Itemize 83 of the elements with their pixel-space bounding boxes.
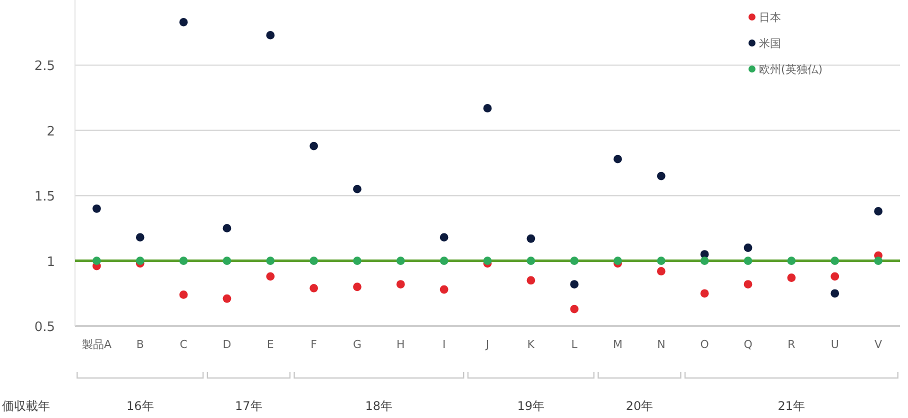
point xyxy=(92,256,101,265)
x-tick-label: C xyxy=(180,338,188,351)
point xyxy=(830,256,840,265)
point xyxy=(570,256,579,265)
point xyxy=(222,224,232,232)
point xyxy=(830,289,840,298)
point xyxy=(440,256,448,265)
point xyxy=(396,256,405,265)
point xyxy=(874,256,882,265)
point xyxy=(310,284,318,292)
point xyxy=(136,256,144,265)
point xyxy=(830,272,840,281)
x-tick-label: E xyxy=(266,338,274,351)
point xyxy=(656,172,666,180)
point xyxy=(787,256,796,265)
point xyxy=(136,233,144,242)
point xyxy=(526,276,536,285)
point xyxy=(179,18,188,26)
x-tick-label: R xyxy=(788,338,796,351)
point xyxy=(744,280,752,288)
x-tick-label: K xyxy=(527,338,536,351)
x-tick-label: F xyxy=(310,338,317,351)
point xyxy=(396,280,405,288)
point xyxy=(179,290,188,299)
point xyxy=(787,274,796,282)
x-tick-label: J xyxy=(484,338,490,351)
point xyxy=(266,31,275,40)
x-tick-label: O xyxy=(700,338,710,351)
point xyxy=(656,267,666,276)
point xyxy=(614,256,622,265)
x-tick-label: L xyxy=(571,338,578,351)
legend-label: 日本 xyxy=(759,11,781,24)
y-tick-label: 0.5 xyxy=(34,320,55,335)
point xyxy=(656,256,666,265)
y-tick-label: 2 xyxy=(46,124,55,140)
point xyxy=(310,142,318,150)
point xyxy=(440,285,448,294)
point xyxy=(526,234,536,243)
year-label: 16年 xyxy=(126,399,154,413)
point xyxy=(744,244,752,252)
x-tick-label: U xyxy=(830,338,839,351)
x-tick-label: Q xyxy=(744,338,753,351)
year-label: 21年 xyxy=(778,399,806,413)
x-tick-label: V xyxy=(874,338,883,351)
year-label: 18年 xyxy=(365,399,393,413)
y-tick-label: 1 xyxy=(46,254,55,270)
point xyxy=(744,256,752,265)
x-tick-label: G xyxy=(352,338,362,351)
point xyxy=(222,256,232,265)
point xyxy=(353,256,362,265)
axis-group-title: 価収載年 xyxy=(2,399,50,413)
year-label: 19年 xyxy=(517,399,545,413)
point xyxy=(353,184,362,194)
point xyxy=(570,304,579,314)
point xyxy=(614,154,622,164)
point xyxy=(266,256,275,265)
x-tick-label: D xyxy=(222,338,232,351)
point xyxy=(353,282,362,292)
point xyxy=(310,256,318,265)
x-tick-label: M xyxy=(613,338,623,351)
legend-label: 米国 xyxy=(759,37,781,50)
point xyxy=(266,272,275,281)
year-label: 20年 xyxy=(626,399,654,413)
point xyxy=(222,294,232,303)
y-tick-label: 1.5 xyxy=(34,190,55,205)
x-tick-label: N xyxy=(657,338,666,351)
point xyxy=(483,256,492,265)
point xyxy=(570,280,579,288)
legend-label: 欧州(英独仏) xyxy=(759,63,823,76)
point xyxy=(440,233,448,242)
point xyxy=(526,256,536,265)
x-tick-label: 製品A xyxy=(82,338,112,351)
point xyxy=(700,289,709,298)
point xyxy=(874,207,882,216)
point xyxy=(700,256,709,265)
point xyxy=(483,104,492,112)
point xyxy=(92,204,101,213)
x-tick-label: B xyxy=(136,338,144,351)
point xyxy=(179,256,188,265)
x-tick-label: I xyxy=(442,338,446,351)
year-label: 17年 xyxy=(235,399,262,413)
x-tick-label: H xyxy=(396,338,405,351)
y-tick-label: 2.5 xyxy=(34,59,55,74)
